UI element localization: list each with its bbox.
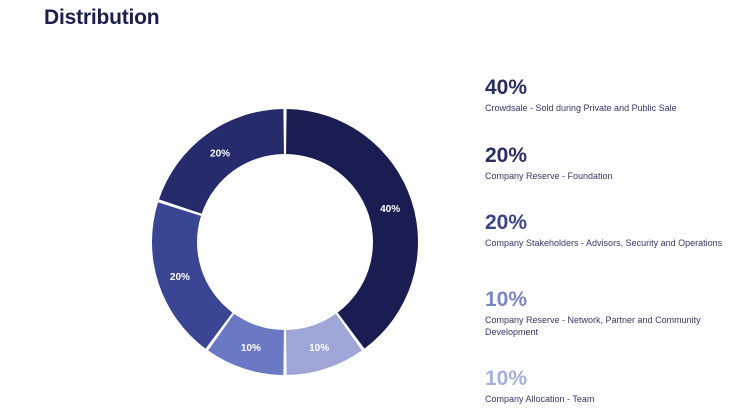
donut-slice-3 — [151, 202, 233, 349]
legend-description: Company Reserve - Foundation — [485, 171, 613, 181]
legend-description: Company Stakeholders - Advisors, Securit… — [485, 238, 723, 248]
slice-label-1: 10% — [309, 343, 329, 354]
legend-description: Crowdsale - Sold during Private and Publ… — [485, 103, 677, 113]
legend-percent: 20% — [485, 211, 528, 234]
donut-slice-2 — [208, 313, 284, 375]
legend-item-stakeholders: 20% Company Stakeholders - Advisors, Sec… — [485, 211, 735, 249]
donut-chart: 40% 10% 10% 20% 20% — [151, 109, 418, 375]
legend-percent: 10% — [485, 367, 528, 390]
donut-slice-0 — [286, 109, 418, 349]
page-title: Distribution — [44, 6, 160, 29]
legend-item-crowdsale: 40% Crowdsale - Sold during Private and … — [485, 76, 735, 114]
legend-percent: 20% — [485, 144, 528, 167]
legend-description: Company Reserve - Network, Partner and C… — [485, 315, 701, 337]
legend-item-foundation: 20% Company Reserve - Foundation — [485, 144, 735, 182]
donut-slice-1 — [286, 313, 362, 375]
slice-label-2: 10% — [241, 343, 261, 354]
legend-item-team: 10% Company Allocation - Team — [485, 367, 735, 405]
legend-description: Company Allocation - Team — [485, 394, 595, 404]
legend-item-network: 10% Company Reserve - Network, Partner a… — [485, 288, 735, 338]
legend-percent: 10% — [485, 288, 528, 311]
donut-slice-4 — [159, 109, 284, 214]
slice-label-0: 40% — [380, 204, 400, 215]
slice-label-4: 20% — [210, 149, 230, 160]
legend-percent: 40% — [485, 76, 528, 99]
slice-label-3: 20% — [170, 272, 190, 283]
